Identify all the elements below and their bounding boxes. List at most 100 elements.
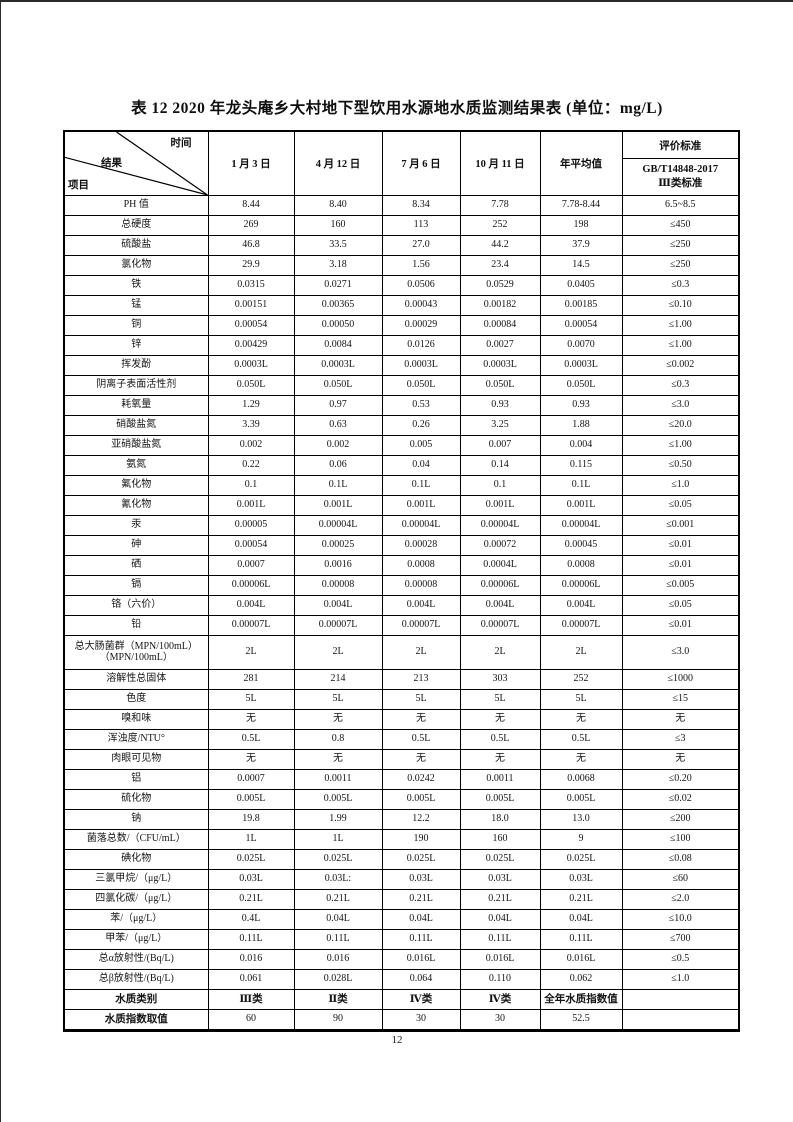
measurement-value: 0.1: [459, 475, 541, 496]
standard-value: ≤1.00: [621, 335, 740, 356]
measurement-value: 0.00043: [381, 295, 461, 316]
standard-value: ≤0.5: [621, 949, 740, 970]
measurement-value: 0.004L: [293, 595, 383, 616]
param-label: 铁: [63, 275, 209, 296]
measurement-value: 0.0315: [207, 275, 295, 296]
diagonal-corner-cell: 时间 结果 项目: [63, 130, 209, 196]
measurement-value: 0.5L: [459, 729, 541, 750]
measurement-value: 5L: [381, 689, 461, 710]
measurement-value: Ⅳ类: [459, 989, 541, 1010]
table-row: 溶解性总固体 281 214 213 303 252 ≤1000: [63, 669, 740, 690]
table-row: 铝 0.0007 0.0011 0.0242 0.0011 0.0068 ≤0.20: [63, 769, 740, 790]
measurement-value: 0.001L: [459, 495, 541, 516]
measurement-value: 0.21L: [207, 889, 295, 910]
measurement-value: 0.00025: [293, 535, 383, 556]
measurement-value: 0.22: [207, 455, 295, 476]
measurement-value: 0.00045: [539, 535, 623, 556]
measurement-value: 0.4L: [207, 909, 295, 930]
standard-value: ≤0.3: [621, 275, 740, 296]
measurement-value: 0.00006L: [459, 575, 541, 596]
param-label: 镉: [63, 575, 209, 596]
measurement-value: 0.00008: [381, 575, 461, 596]
param-label: 挥发酚: [63, 355, 209, 376]
param-label: 氨氮: [63, 455, 209, 476]
measurement-value: 0.028L: [293, 969, 383, 990]
measurement-value: 12.2: [381, 809, 461, 830]
measurement-value: 0.03L:: [293, 869, 383, 890]
param-label: 水质类别: [63, 989, 209, 1010]
table-row: 硒 0.0007 0.0016 0.0008 0.0004L 0.0008 ≤0.01: [63, 555, 740, 576]
table-row: 三氯甲烷/（μg/L） 0.03L 0.03L: 0.03L 0.03L 0.03L ≤60: [63, 869, 740, 890]
measurement-value: 30: [459, 1009, 541, 1031]
column-header-date-1: 1 月 3 日: [207, 130, 295, 196]
column-header-standard-code: GB/T14848-2017 Ⅲ类标准: [621, 158, 740, 196]
table-row: 氰化物 0.001L 0.001L 0.001L 0.001L 0.001L ≤0.05: [63, 495, 740, 516]
table-row: 甲苯/（μg/L） 0.11L 0.11L 0.11L 0.11L 0.11L ≤700: [63, 929, 740, 950]
measurement-value: 18.0: [459, 809, 541, 830]
measurement-value: 0.1L: [539, 475, 623, 496]
measurement-value: 0.00185: [539, 295, 623, 316]
standard-value: ≤700: [621, 929, 740, 950]
measurement-value: 0.016L: [459, 949, 541, 970]
measurement-value: 0.04L: [293, 909, 383, 930]
measurement-value: 0.050L: [539, 375, 623, 396]
measurement-value: 0.001L: [381, 495, 461, 516]
measurement-value: 0.00004L: [539, 515, 623, 536]
measurement-value: 281: [207, 669, 295, 690]
standard-code-line: GB/T14848-2017: [642, 164, 719, 176]
table-row: 铬（六价） 0.004L 0.004L 0.004L 0.004L 0.004L ≤0.05: [63, 595, 740, 616]
standard-value: ≤0.01: [621, 555, 740, 576]
param-label: 总硬度: [63, 215, 209, 236]
table-row: 总硬度 269 160 113 252 198 ≤450: [63, 215, 740, 236]
table-row: 苯/（μg/L） 0.4L 0.04L 0.04L 0.04L 0.04L ≤10.0: [63, 909, 740, 930]
measurement-value: 0.8: [293, 729, 383, 750]
measurement-value: 19.8: [207, 809, 295, 830]
measurement-value: 0.03L: [539, 869, 623, 890]
measurement-value: 0.11L: [459, 929, 541, 950]
measurement-value: 0.005L: [539, 789, 623, 810]
table-row: 总大肠菌群（MPN/100mL） （MPN/100mL） 2L 2L 2L 2L 2L ≤3…: [63, 635, 740, 670]
measurement-value: 0.004L: [207, 595, 295, 616]
standard-value: ≤3: [621, 729, 740, 750]
measurement-value: 0.110: [459, 969, 541, 990]
measurement-value: 0.04L: [381, 909, 461, 930]
measurement-value: 0.00006L: [539, 575, 623, 596]
measurement-value: 0.04: [381, 455, 461, 476]
param-label: 硒: [63, 555, 209, 576]
standard-value: ≤1000: [621, 669, 740, 690]
measurement-value: 0.97: [293, 395, 383, 416]
standard-value: ≤100: [621, 829, 740, 850]
measurement-value: 0.5L: [207, 729, 295, 750]
measurement-value: 2L: [381, 635, 461, 670]
measurement-value: 0.005L: [381, 789, 461, 810]
measurement-value: 全年水质指数值: [539, 989, 623, 1010]
measurement-value: 0.025L: [459, 849, 541, 870]
table-row: 铜 0.00054 0.00050 0.00029 0.00084 0.00054 ≤1.0…: [63, 315, 740, 336]
param-label: 肉眼可见物: [63, 749, 209, 770]
measurement-value: 0.0007: [207, 555, 295, 576]
standard-value: ≤3.0: [621, 395, 740, 416]
standard-value: ≤10.0: [621, 909, 740, 930]
param-label: 总α放射性/(Bq/L): [63, 949, 209, 970]
param-label: PH 值: [63, 195, 209, 216]
param-label: 硫化物: [63, 789, 209, 810]
table-row: 耗氧量 1.29 0.97 0.53 0.93 0.93 ≤3.0: [63, 395, 740, 416]
measurement-value: 33.5: [293, 235, 383, 256]
measurement-value: 2L: [459, 635, 541, 670]
measurement-value: 0.0007: [207, 769, 295, 790]
table-row: 氟化物 0.1 0.1L 0.1L 0.1 0.1L ≤1.0: [63, 475, 740, 496]
measurement-value: 0.025L: [207, 849, 295, 870]
table-row: 色度 5L 5L 5L 5L 5L ≤15: [63, 689, 740, 710]
measurement-value: 0.0003L: [539, 355, 623, 376]
table-row: 硫化物 0.005L 0.005L 0.005L 0.005L 0.005L ≤0.02: [63, 789, 740, 810]
diagonal-lines: [65, 132, 207, 195]
measurement-value: 0.0529: [459, 275, 541, 296]
param-label: 钠: [63, 809, 209, 830]
measurement-value: 0.001L: [207, 495, 295, 516]
measurement-value: 29.9: [207, 255, 295, 276]
measurement-value: 0.016L: [381, 949, 461, 970]
standard-value: ≤0.01: [621, 535, 740, 556]
standard-class-line: Ⅲ类标准: [658, 178, 703, 189]
measurement-value: 0.03L: [207, 869, 295, 890]
